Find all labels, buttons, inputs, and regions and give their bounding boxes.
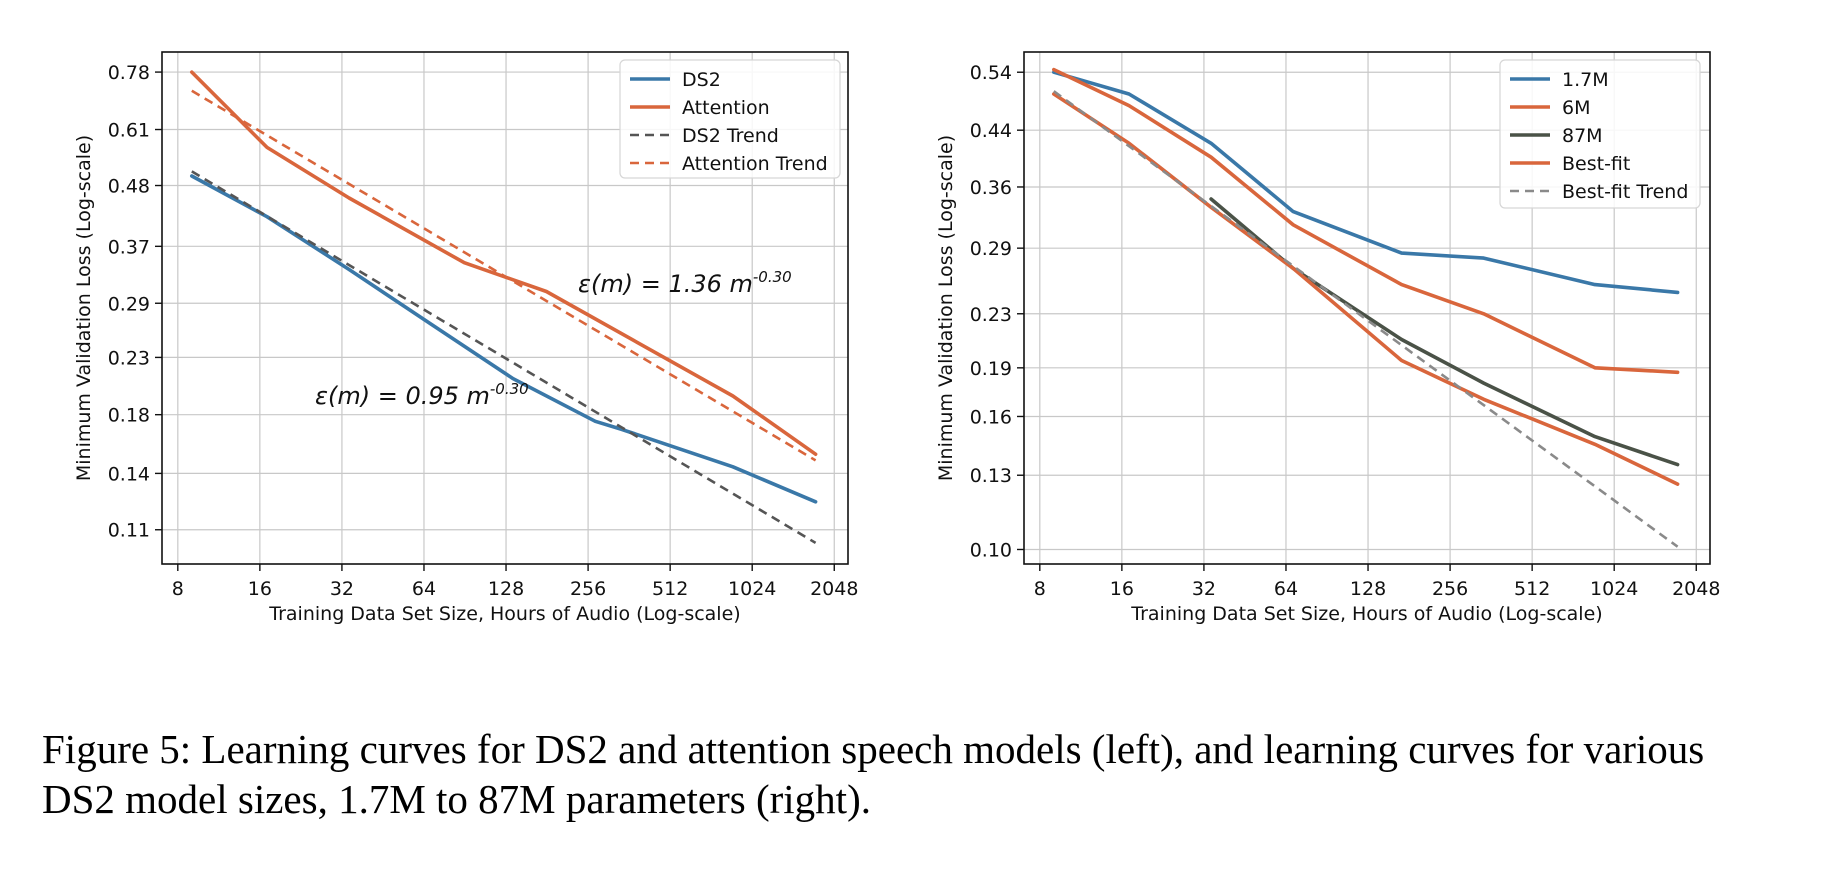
- x-tick-label: 2048: [810, 578, 858, 600]
- x-tick-label: 512: [652, 578, 688, 600]
- y-tick-label: 0.54: [970, 62, 1012, 84]
- y-axis-label: Minimum Validation Loss (Log-scale): [73, 135, 95, 481]
- x-tick-label: 32: [330, 578, 354, 600]
- y-tick-label: 0.18: [108, 405, 150, 427]
- y-tick-label: 0.78: [108, 62, 150, 84]
- series-line-best-fit: [1052, 92, 1680, 486]
- y-tick-label: 0.23: [108, 347, 150, 369]
- y-tick-label: 0.61: [108, 120, 150, 142]
- plot-frame: [1023, 51, 1711, 565]
- x-tick-label: 8: [1034, 578, 1046, 600]
- legend-label: Best-fit Trend: [1562, 181, 1688, 203]
- legend-label: Attention Trend: [682, 153, 828, 175]
- y-tick-label: 0.14: [108, 463, 150, 485]
- y-tick-label: 0.16: [970, 406, 1012, 428]
- x-tick-label: 128: [1350, 578, 1386, 600]
- y-tick-label: 0.19: [970, 358, 1012, 380]
- x-tick-label: 256: [570, 578, 606, 600]
- legend: DS2 Attention DS2 Trend Attention Trend: [619, 59, 841, 179]
- legend-label: Attention: [682, 97, 770, 119]
- series-line-6m: [1052, 67, 1680, 375]
- legend-label: DS2 Trend: [682, 125, 779, 147]
- x-tick-label: 2048: [1672, 578, 1720, 600]
- legend-label: DS2: [682, 69, 721, 91]
- plot-frame: [161, 51, 849, 565]
- series-line-best-fit-trend: [1053, 90, 1679, 548]
- figure-caption: Figure 5: Learning curves for DS2 and at…: [42, 724, 1822, 824]
- caption-line-1: Figure 5: Learning curves for DS2 and at…: [42, 726, 1705, 772]
- caption-line-2: DS2 model sizes, 1.7M to 87M parameters …: [42, 776, 871, 822]
- y-tick-label: 0.23: [970, 304, 1012, 326]
- series-line-1-7m: [1052, 70, 1680, 295]
- y-axis-label: Minimum Validation Loss (Log-scale): [935, 135, 957, 481]
- y-tick-label: 0.10: [970, 539, 1012, 561]
- y-tick-label: 0.11: [108, 520, 150, 542]
- x-tick-label: 64: [412, 578, 436, 600]
- series-line-ds2: [190, 174, 818, 504]
- x-tick-label: 64: [1274, 578, 1298, 600]
- y-tick-label: 0.36: [970, 177, 1012, 199]
- x-tick-label: 32: [1192, 578, 1216, 600]
- x-tick-label: 1024: [1590, 578, 1638, 600]
- series-line-ds2-trend: [191, 170, 817, 545]
- x-axis-label: Training Data Set Size, Hours of Audio (…: [268, 603, 740, 625]
- y-tick-label: 0.37: [108, 236, 150, 258]
- x-tick-label: 1024: [728, 578, 776, 600]
- series-line-attention-trend: [191, 89, 817, 462]
- fit-equation-annotation: ε(m) = 1.36 m-0.30: [578, 268, 792, 298]
- legend: 1.7M 6M 87M Best-fit Best-fit Trend: [1499, 59, 1701, 209]
- x-tick-label: 256: [1432, 578, 1468, 600]
- left-chart: 8 16 32 64 128 256 512 1024 2048 0.11 0.14 0.18 0.23…: [73, 51, 858, 625]
- fit-equation-annotation: ε(m) = 0.95 m-0.30: [315, 380, 529, 410]
- x-tick-label: 16: [248, 578, 272, 600]
- legend-label: Best-fit: [1562, 153, 1630, 175]
- series-line-attention: [190, 70, 818, 457]
- right-chart: 8 16 32 64 128 256 512 1024 2048 0.10 0.13 0.16 0.19…: [935, 51, 1720, 625]
- figure-canvas: 8 16 32 64 128 256 512 1024 2048 0.11 0.14 0.18 0.23…: [73, 51, 1720, 625]
- legend-box: [619, 59, 841, 179]
- y-tick-label: 0.44: [970, 120, 1012, 142]
- series-line-87m: [1209, 197, 1680, 467]
- y-tick-label: 0.13: [970, 465, 1012, 487]
- x-tick-label: 16: [1110, 578, 1134, 600]
- y-tick-label: 0.48: [108, 176, 150, 198]
- legend-label: 87M: [1562, 125, 1603, 147]
- y-tick-label: 0.29: [970, 238, 1012, 260]
- x-tick-label: 128: [488, 578, 524, 600]
- legend-label: 6M: [1562, 97, 1590, 119]
- x-tick-label: 8: [172, 578, 184, 600]
- legend-box: [1499, 59, 1701, 209]
- x-tick-label: 512: [1514, 578, 1550, 600]
- legend-label: 1.7M: [1562, 69, 1609, 91]
- x-axis-label: Training Data Set Size, Hours of Audio (…: [1130, 603, 1602, 625]
- y-tick-label: 0.29: [108, 293, 150, 315]
